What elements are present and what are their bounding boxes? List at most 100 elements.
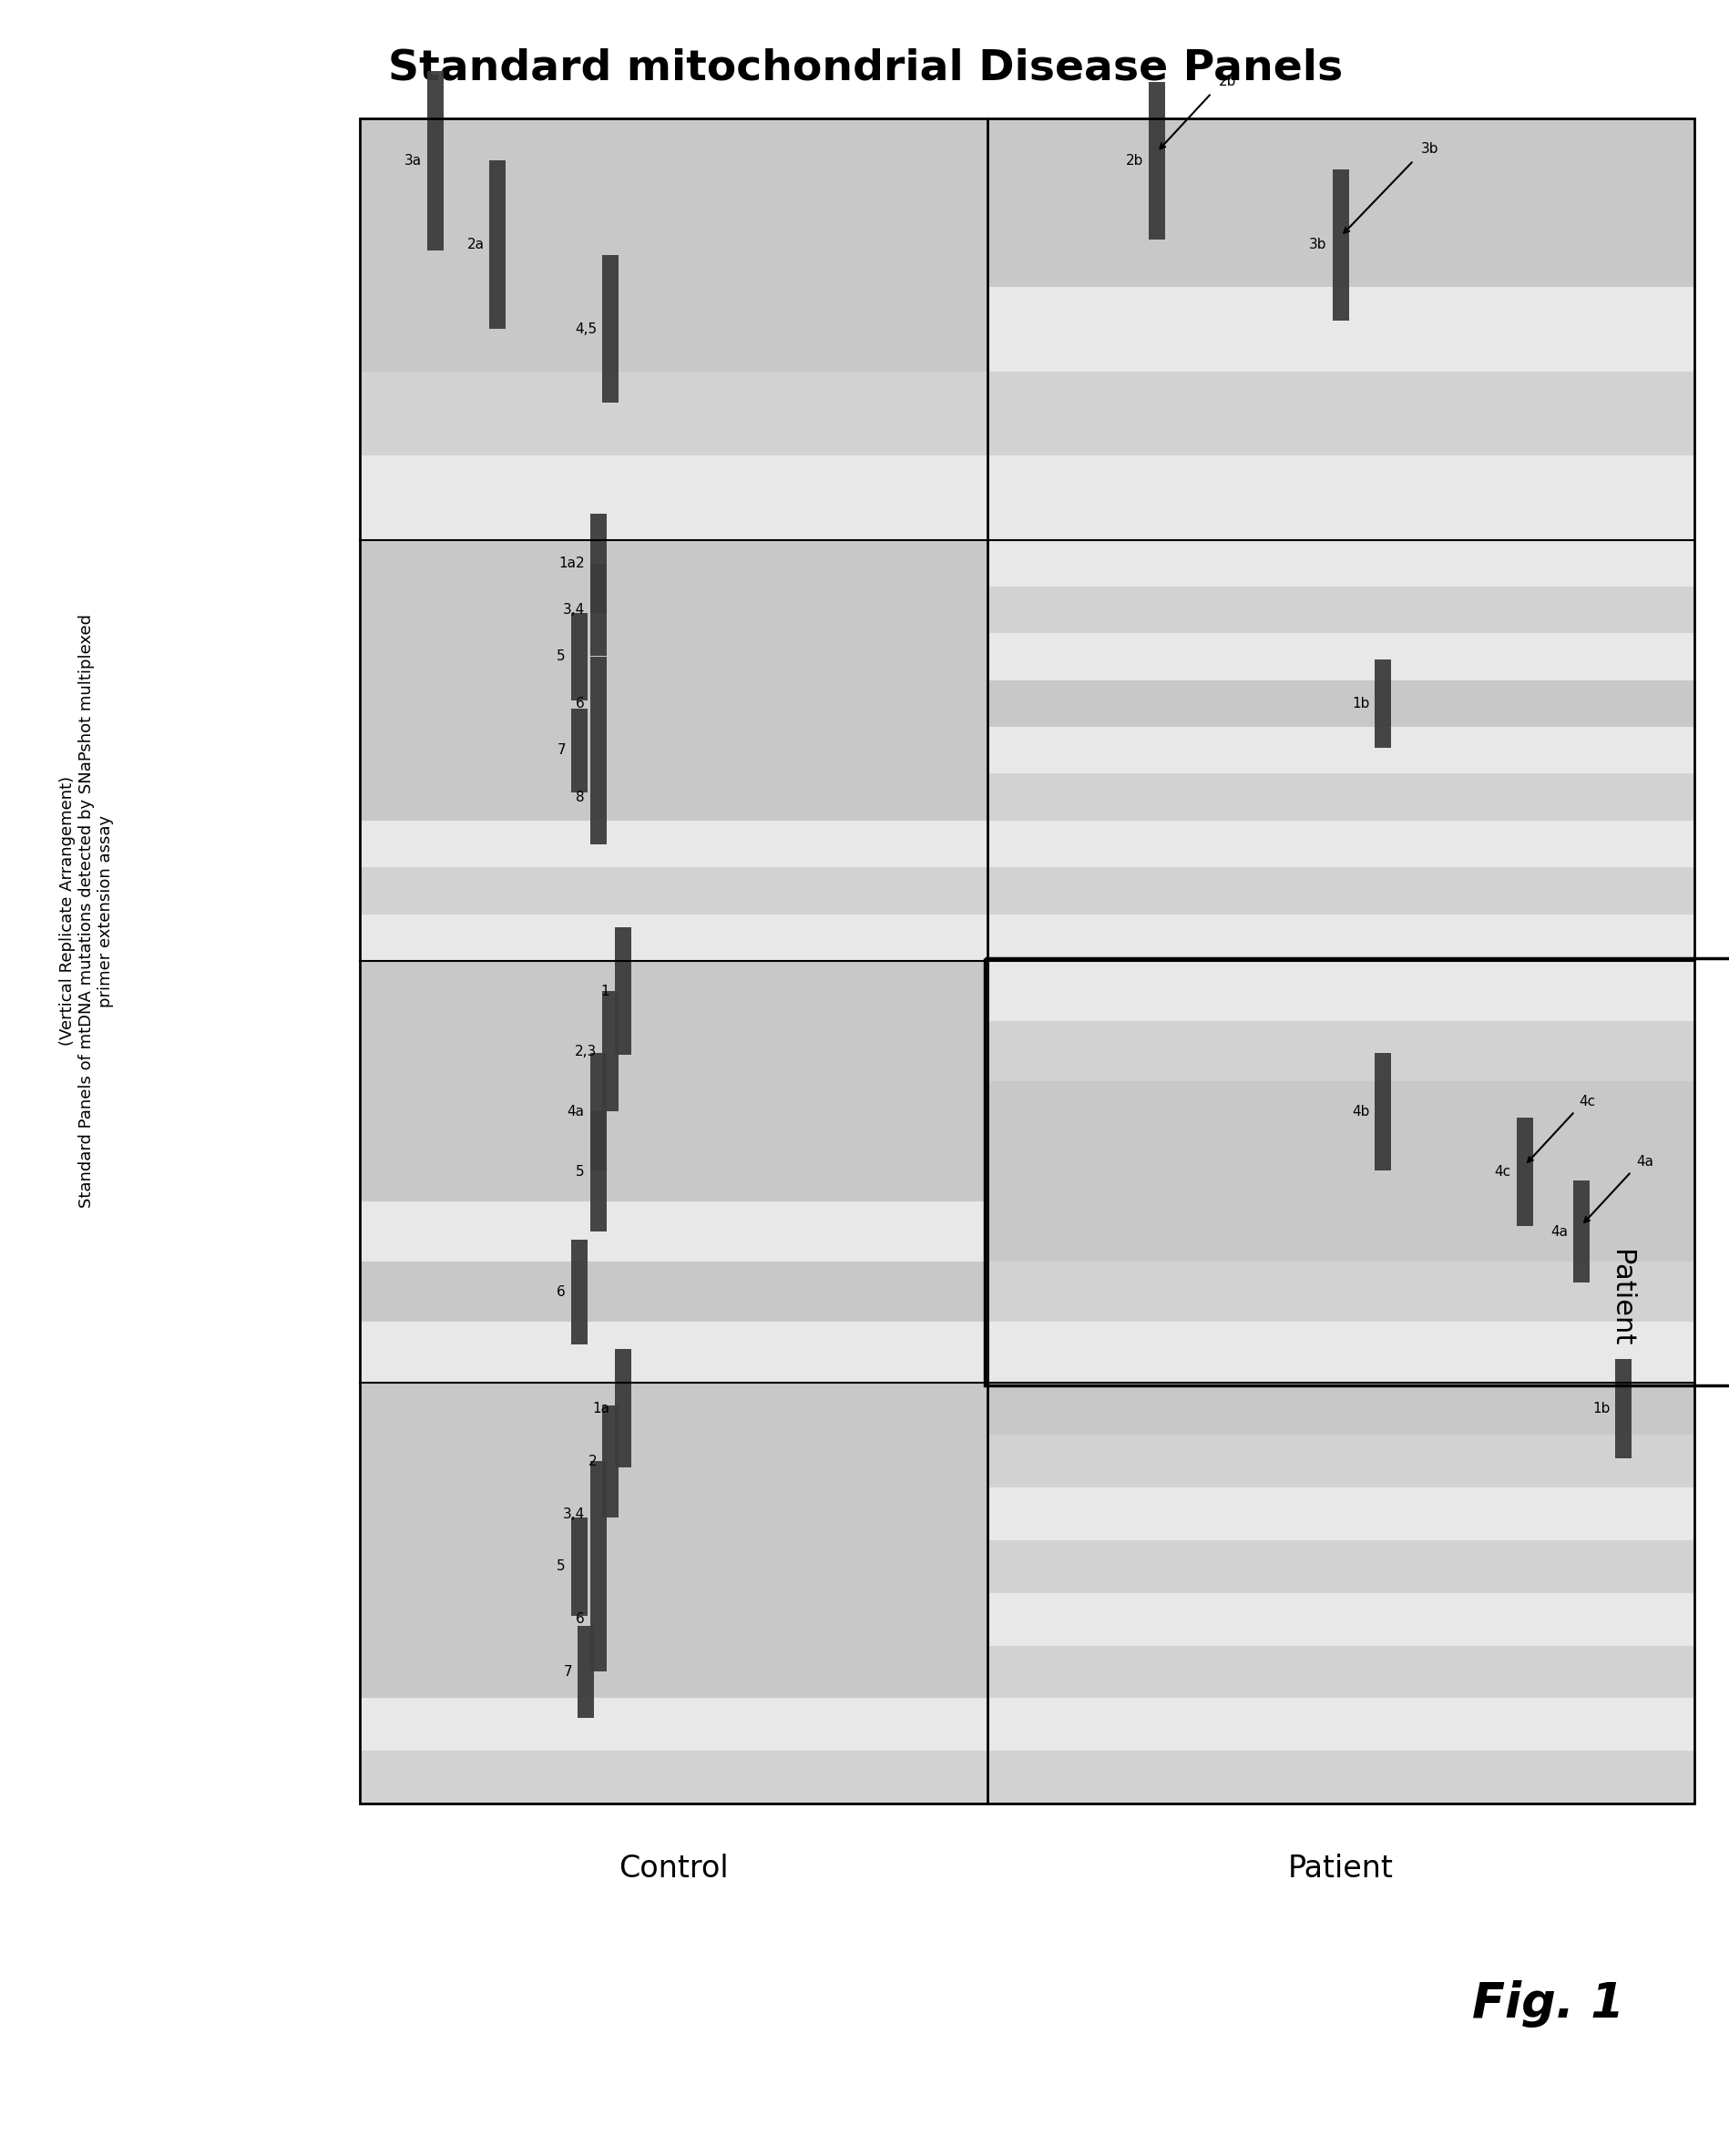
Bar — [987, 1436, 1693, 1488]
Text: Control: Control — [619, 1854, 728, 1884]
Bar — [987, 1382, 1693, 1436]
Bar — [360, 203, 987, 287]
Text: 4,5: 4,5 — [574, 321, 597, 336]
Text: 1b: 1b — [1591, 1401, 1610, 1414]
Text: 7: 7 — [557, 744, 565, 757]
Bar — [360, 867, 987, 914]
Bar — [571, 1240, 588, 1345]
Bar — [1375, 1052, 1390, 1171]
Bar — [987, 203, 1693, 287]
Bar — [360, 1022, 987, 1082]
Bar — [360, 821, 987, 867]
Bar — [590, 1110, 607, 1231]
Bar — [987, 119, 1693, 203]
Bar — [987, 1751, 1693, 1805]
Bar — [360, 586, 987, 634]
Text: Fig. 1: Fig. 1 — [1471, 1979, 1624, 2027]
Bar — [987, 1645, 1693, 1699]
Text: 4a: 4a — [1636, 1156, 1653, 1169]
Bar — [360, 1593, 987, 1645]
Bar — [360, 727, 987, 774]
Bar — [987, 1022, 1693, 1082]
Text: 1: 1 — [600, 985, 609, 998]
Text: Standard mitochondrial Disease Panels: Standard mitochondrial Disease Panels — [387, 47, 1342, 88]
Text: 7: 7 — [564, 1664, 572, 1680]
Bar — [987, 1539, 1693, 1593]
Bar — [1516, 1117, 1532, 1227]
Bar — [987, 203, 1693, 287]
Text: 3b: 3b — [1309, 237, 1326, 252]
Bar — [987, 634, 1693, 679]
Bar — [571, 707, 588, 793]
Bar — [360, 634, 987, 679]
Bar — [360, 679, 987, 727]
Text: 3a: 3a — [405, 153, 422, 168]
Text: 4c: 4c — [1494, 1164, 1509, 1179]
Text: LD2: LD2 — [1722, 304, 1729, 354]
Bar — [360, 1699, 987, 1751]
Text: Patient: Patient — [1608, 1250, 1634, 1345]
Bar — [1148, 82, 1164, 239]
Bar — [360, 1082, 987, 1141]
Bar — [360, 1322, 987, 1382]
Bar — [987, 727, 1693, 774]
Bar — [987, 1082, 1693, 1141]
Bar — [987, 539, 1693, 586]
Text: Patient: Patient — [1288, 1854, 1394, 1884]
Bar — [1615, 1358, 1630, 1457]
Text: 3,4: 3,4 — [562, 1507, 584, 1520]
Text: 4a: 4a — [1549, 1225, 1566, 1238]
Text: 5: 5 — [576, 1164, 584, 1179]
Bar — [360, 1539, 987, 1593]
Bar — [987, 371, 1693, 455]
Text: 2: 2 — [588, 1455, 597, 1468]
Text: MD2: MD2 — [1722, 1143, 1729, 1201]
Bar — [489, 160, 507, 330]
Text: 6: 6 — [576, 696, 584, 709]
Bar — [360, 1141, 987, 1201]
Bar — [987, 962, 1693, 1022]
Bar — [360, 1082, 987, 1141]
Text: 2b: 2b — [1126, 153, 1143, 168]
Bar — [360, 774, 987, 821]
Bar — [360, 119, 987, 203]
Bar — [987, 1141, 1693, 1201]
Bar — [360, 774, 987, 821]
Bar — [590, 513, 607, 612]
Bar — [987, 679, 1693, 727]
Bar — [987, 821, 1693, 867]
Bar — [987, 455, 1693, 539]
Bar — [602, 254, 619, 403]
Bar — [1375, 660, 1390, 748]
Bar — [360, 539, 987, 586]
Bar — [1331, 168, 1349, 321]
Bar — [360, 1201, 987, 1261]
Bar — [360, 1261, 987, 1322]
Text: 1b: 1b — [1350, 696, 1369, 709]
Bar — [984, 957, 1729, 1384]
Text: 6: 6 — [557, 1285, 565, 1298]
Bar — [987, 914, 1693, 962]
Bar — [590, 565, 607, 655]
Bar — [987, 774, 1693, 821]
Bar — [360, 119, 1693, 1805]
Text: 2,3: 2,3 — [574, 1044, 597, 1059]
Text: LD1: LD1 — [1722, 727, 1729, 776]
Text: 3,4: 3,4 — [562, 604, 584, 617]
Bar — [360, 1436, 987, 1488]
Bar — [360, 371, 987, 455]
Bar — [987, 867, 1693, 914]
Text: 4b: 4b — [1350, 1104, 1369, 1119]
Bar — [1572, 1181, 1589, 1283]
Bar — [987, 586, 1693, 634]
Text: 5: 5 — [557, 1559, 565, 1574]
Bar — [987, 1699, 1693, 1751]
Bar — [616, 1350, 631, 1468]
Bar — [360, 634, 987, 679]
Bar — [590, 750, 607, 843]
Bar — [360, 1539, 987, 1593]
Bar — [360, 962, 987, 1022]
Bar — [360, 1751, 987, 1805]
Bar — [616, 927, 631, 1054]
Bar — [360, 1436, 987, 1488]
